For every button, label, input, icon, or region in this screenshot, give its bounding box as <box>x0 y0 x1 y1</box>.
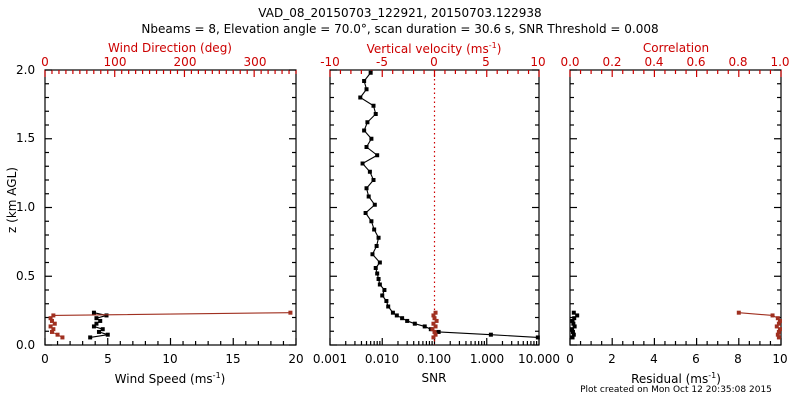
wspd-tick-0: 0 <box>41 352 49 366</box>
resid-tick-0: 0 <box>566 352 574 366</box>
panel-residual-bottom-axis-label: Residual (ms-1) <box>631 371 721 386</box>
snr-tick-0001: 0.001 <box>312 352 348 366</box>
vvel-tick-5: 5 <box>482 55 490 69</box>
corr-tick-04: 0.4 <box>644 55 664 69</box>
corr-tick-10: 1.0 <box>770 55 790 69</box>
wspd-tick-10: 10 <box>162 352 178 366</box>
snr-tick-0010: 0.010 <box>364 352 400 366</box>
wind-dir-tick-300: 300 <box>243 55 267 69</box>
panel-snr-bottom-axis-label: SNR <box>421 371 447 385</box>
corr-tick-08: 0.8 <box>728 55 748 69</box>
y-tick-1p5: 1.5 <box>16 131 36 145</box>
plot-footer-timestamp: Plot created on Mon Oct 12 20:35:08 2015 <box>580 385 772 395</box>
panel-wind-bottom-axis-label: Wind Speed (ms-1) <box>114 371 226 386</box>
resid-tick-4: 4 <box>650 352 658 366</box>
plot-title-line1: VAD_08_20150703_122921, 20150703.122938 <box>258 6 542 20</box>
vvel-tick-m10: -10 <box>320 55 340 69</box>
resid-tick-10: 10 <box>772 352 788 366</box>
plot-title-line2: Nbeams = 8, Elevation angle = 70.0°, sca… <box>141 22 659 36</box>
vvel-tick-10: 10 <box>530 55 546 69</box>
panel-residual-top-axis-label: Correlation <box>642 41 710 55</box>
corr-tick-02: 0.2 <box>602 55 622 69</box>
y-tick-0p5: 0.5 <box>16 269 36 283</box>
wind-dir-tick-200: 200 <box>173 55 197 69</box>
wind-dir-tick-100: 100 <box>103 55 127 69</box>
snr-tick-0100: 0.100 <box>416 352 452 366</box>
y-tick-2p0: 2.0 <box>16 63 36 77</box>
snr-tick-10000: 10.000 <box>518 352 560 366</box>
wspd-tick-20: 20 <box>288 352 304 366</box>
resid-tick-6: 6 <box>692 352 700 366</box>
wspd-tick-5: 5 <box>104 352 112 366</box>
resid-tick-2: 2 <box>608 352 616 366</box>
y-tick-1p0: 1.0 <box>16 200 36 214</box>
wspd-tick-15: 15 <box>225 352 241 366</box>
vvel-tick-0: 0 <box>430 55 438 69</box>
panel-wind-top-axis-label: Wind Direction (deg) <box>108 41 232 55</box>
y-tick-0p0: 0.0 <box>16 338 36 352</box>
generated-plot-content <box>44 69 782 346</box>
snr-tick-1000: 1.000 <box>469 352 505 366</box>
resid-tick-8: 8 <box>734 352 742 366</box>
wind-dir-tick-0: 0 <box>41 55 49 69</box>
panel-snr-top-axis-label: Vertical velocity (ms-1) <box>366 41 502 56</box>
corr-tick-00: 0.0 <box>560 55 580 69</box>
corr-tick-06: 0.6 <box>686 55 706 69</box>
vvel-tick-m5: -5 <box>376 55 388 69</box>
